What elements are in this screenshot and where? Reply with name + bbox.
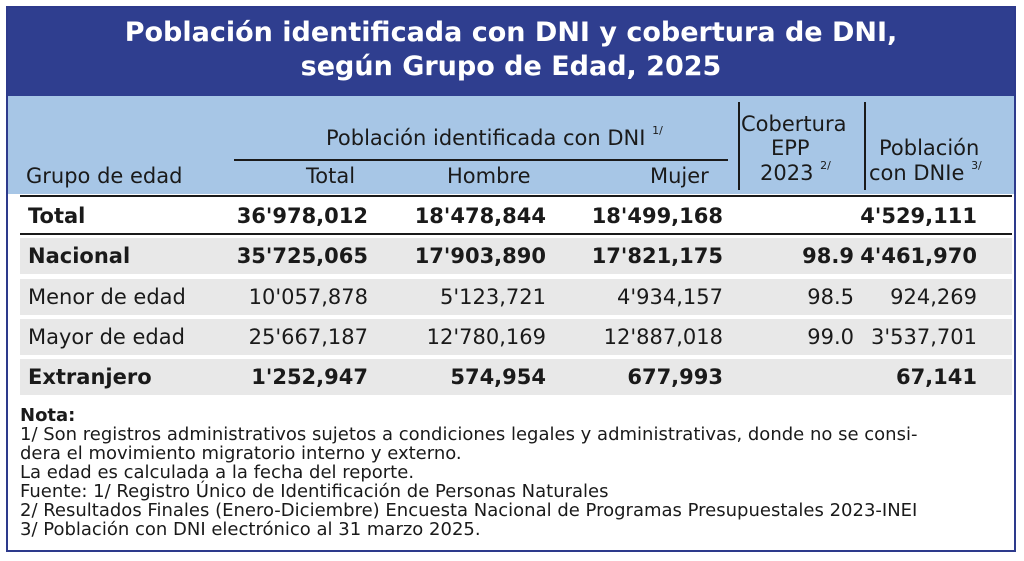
- title-line-2: según Grupo de Edad, 2025: [300, 51, 722, 82]
- note-line: La edad es calculada a la fecha del repo…: [20, 462, 415, 483]
- row-label: Total: [28, 204, 86, 228]
- cell-hombre: 12'780,169: [426, 325, 546, 349]
- source-line: Fuente: 1/ Registro Único de Identificac…: [20, 481, 609, 502]
- cell-dnie: 3'537,701: [871, 325, 977, 349]
- row-label: Nacional: [28, 244, 131, 268]
- cell-mujer: 18'499,168: [591, 204, 723, 228]
- cell-dnie: 4'461,970: [860, 244, 977, 268]
- col-header-mujer: Mujer: [650, 164, 709, 188]
- row-label: Extranjero: [28, 365, 152, 389]
- col-header-cobertura-2: EPP: [771, 136, 810, 160]
- cell-cobertura: 99.0: [807, 325, 854, 349]
- cell-total: 35'725,065: [236, 244, 368, 268]
- cell-dnie: 924,269: [890, 285, 977, 309]
- table-row-mayor: Mayor de edad 25'667,187 12'780,169 12'8…: [20, 319, 1012, 355]
- notes-section: Nota: 1/ Son registros administrativos s…: [20, 406, 1010, 539]
- cobertura-footnote: 2/: [820, 159, 831, 172]
- divider-poblacion: [864, 102, 866, 190]
- col-header-cobertura-1: Cobertura: [741, 112, 847, 136]
- table-row-extranjero: Extranjero 1'252,947 574,954 677,993 67,…: [20, 359, 1012, 395]
- row-label: Menor de edad: [28, 285, 186, 309]
- cell-cobertura: 98.9: [802, 244, 854, 268]
- cell-mujer: 677,993: [627, 365, 723, 389]
- table-row-menor: Menor de edad 10'057,878 5'123,721 4'934…: [20, 279, 1012, 315]
- cell-dnie: 67,141: [895, 365, 977, 389]
- cell-total: 25'667,187: [248, 325, 368, 349]
- group-header-label: Población identificada con DNI: [326, 126, 646, 150]
- note-line: 1/ Son registros administrativos sujetos…: [20, 424, 918, 445]
- cell-hombre: 574,954: [450, 365, 546, 389]
- poblacion-footnote: 3/: [971, 159, 982, 172]
- table-header: Población identificada con DNI 1/ Grupo …: [8, 96, 1014, 194]
- col-header-hombre: Hombre: [447, 164, 531, 188]
- note-line: dera el movimiento migratorio interno y …: [20, 443, 462, 464]
- table-title: Población identificada con DNI y cobertu…: [8, 8, 1014, 96]
- cell-total: 36'978,012: [236, 204, 368, 228]
- cell-dnie: 4'529,111: [860, 204, 977, 228]
- table-row-total: Total 36'978,012 18'478,844 18'499,168 4…: [20, 198, 1012, 234]
- group-underline: [234, 159, 728, 161]
- col-header-grupo-edad: Grupo de edad: [26, 164, 183, 188]
- title-line-1: Población identificada con DNI y cobertu…: [124, 17, 898, 48]
- cell-mujer: 12'887,018: [603, 325, 723, 349]
- source-line: 3/ Población con DNI electrónico al 31 m…: [20, 519, 481, 540]
- cell-hombre: 18'478,844: [414, 204, 546, 228]
- col-header-poblacion-2-label: con DNIe: [869, 161, 965, 185]
- cell-hombre: 5'123,721: [440, 285, 546, 309]
- col-header-cobertura-3: 2023 2/: [760, 159, 831, 185]
- cell-mujer: 4'934,157: [617, 285, 723, 309]
- cell-hombre: 17'903,890: [414, 244, 546, 268]
- cell-total: 10'057,878: [248, 285, 368, 309]
- header-bottom-rule: [20, 195, 1012, 197]
- cell-cobertura: 98.5: [807, 285, 854, 309]
- col-header-poblacion-2: con DNIe 3/: [869, 159, 982, 185]
- col-header-cobertura-3-label: 2023: [760, 161, 814, 185]
- source-line: 2/ Resultados Finales (Enero-Diciembre) …: [20, 500, 918, 521]
- cell-mujer: 17'821,175: [591, 244, 723, 268]
- table-frame: Población identificada con DNI y cobertu…: [6, 6, 1016, 552]
- group-header: Población identificada con DNI 1/: [326, 124, 663, 150]
- total-bottom-rule: [20, 233, 1012, 235]
- col-header-total: Total: [306, 164, 356, 188]
- group-header-footnote: 1/: [652, 124, 663, 137]
- divider-cobertura: [738, 102, 740, 190]
- cell-total: 1'252,947: [251, 365, 368, 389]
- col-header-poblacion-1: Población: [879, 136, 980, 160]
- row-label: Mayor de edad: [28, 325, 185, 349]
- table-row-nacional: Nacional 35'725,065 17'903,890 17'821,17…: [20, 238, 1012, 274]
- notes-heading: Nota:: [20, 405, 76, 426]
